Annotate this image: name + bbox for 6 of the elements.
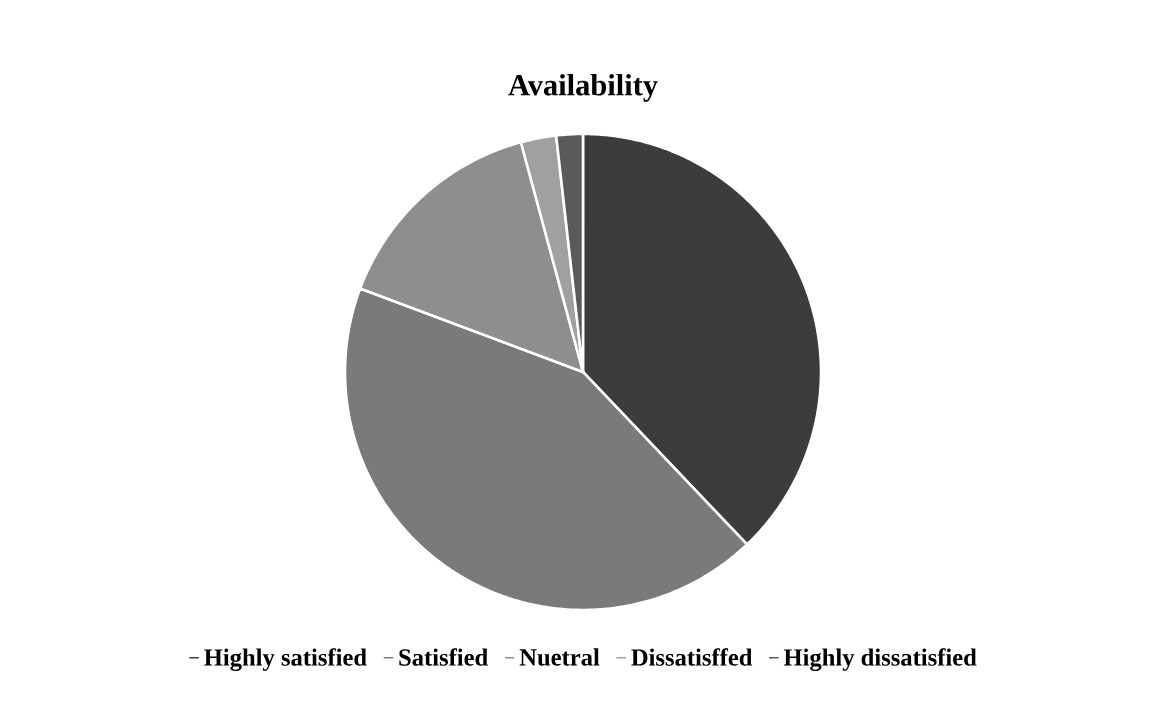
legend-label: Nuetral xyxy=(519,648,600,666)
chart-title: Availability xyxy=(508,74,658,102)
legend-label: Highly satisfied xyxy=(204,648,367,671)
legend-label: Highly dissatisfied xyxy=(783,648,977,671)
legend-label: Dissatisffed xyxy=(631,648,753,666)
legend-label: Satisfied xyxy=(399,648,488,666)
